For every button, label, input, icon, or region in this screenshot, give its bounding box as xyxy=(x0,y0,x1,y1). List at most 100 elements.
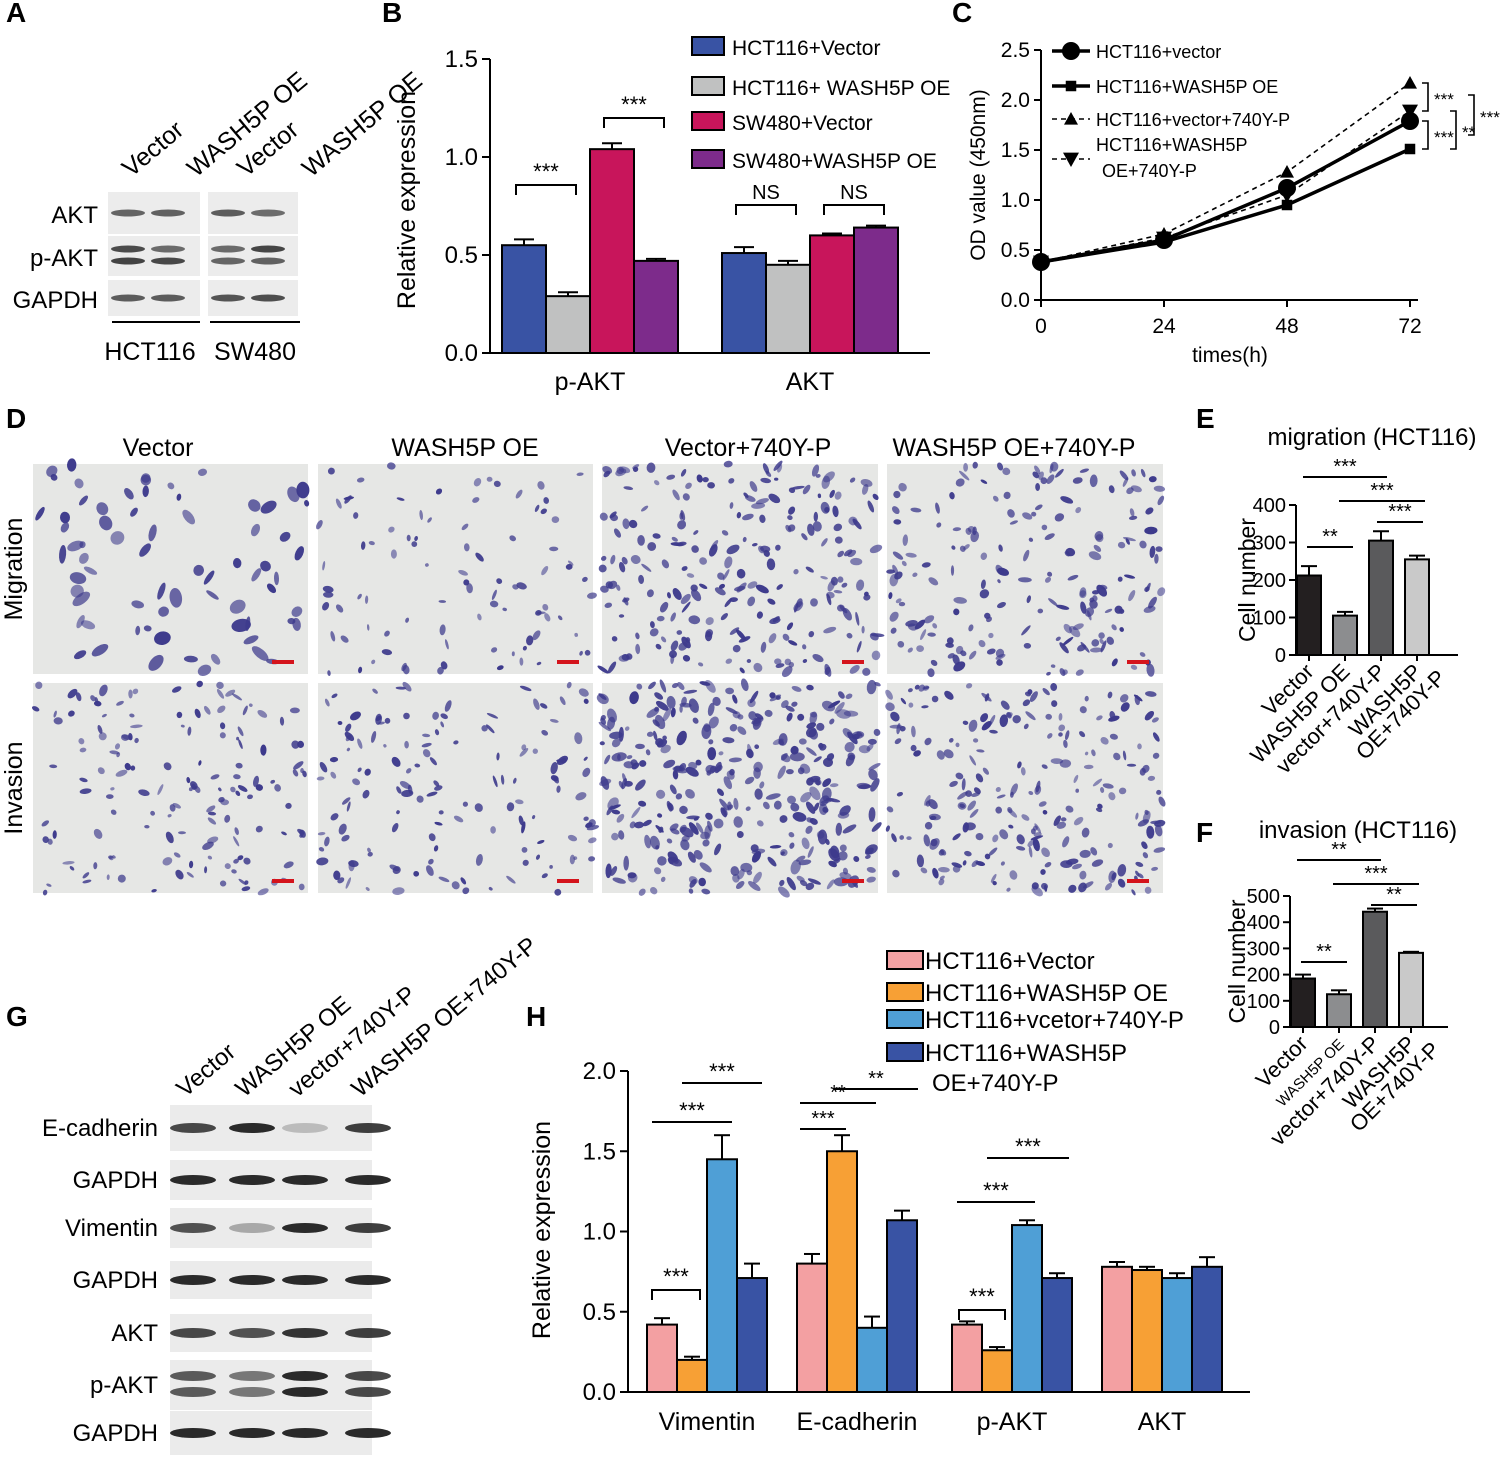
micrograph-row-label: Invasion xyxy=(0,741,28,834)
stained-cell xyxy=(925,800,931,807)
stained-cell xyxy=(588,856,596,862)
stained-cell xyxy=(323,591,334,598)
stained-cell xyxy=(805,566,814,573)
stained-cell xyxy=(742,536,747,543)
blot-strip xyxy=(170,1360,372,1410)
stained-cell xyxy=(188,860,194,869)
stained-cell xyxy=(422,733,431,738)
stained-cell xyxy=(910,744,917,752)
stained-cell xyxy=(676,630,683,635)
stained-cell xyxy=(939,848,947,856)
stained-cell xyxy=(629,691,639,705)
significance-label: *** xyxy=(1333,456,1357,478)
significance-label: *** xyxy=(621,92,647,117)
stained-cell xyxy=(769,692,776,699)
stained-cell xyxy=(754,744,760,750)
stained-cell xyxy=(969,808,979,818)
stained-cell xyxy=(535,610,542,616)
stained-cell xyxy=(809,711,817,718)
y-tick-label: 2.0 xyxy=(583,1058,616,1085)
legend-label: HCT116+vector xyxy=(1096,42,1221,62)
stained-cell xyxy=(730,866,740,876)
stained-cell xyxy=(1025,711,1036,721)
stained-cell xyxy=(421,742,432,748)
stained-cell xyxy=(461,523,469,531)
stained-cell xyxy=(654,480,660,486)
stained-cell xyxy=(611,832,619,841)
stained-cell xyxy=(1068,625,1081,638)
stained-cell xyxy=(646,462,656,473)
stained-cell xyxy=(506,875,516,884)
protein-band xyxy=(282,1275,328,1285)
stained-cell xyxy=(519,747,529,757)
stained-cell xyxy=(1050,758,1064,765)
stained-cell xyxy=(331,693,338,699)
blot-strip xyxy=(208,236,298,276)
stained-cell xyxy=(128,689,133,699)
stained-cell xyxy=(575,792,587,801)
stained-cell xyxy=(537,839,545,845)
stained-cell xyxy=(786,876,796,891)
stained-cell xyxy=(938,878,945,886)
stained-cell xyxy=(367,847,371,853)
stained-cell xyxy=(705,629,714,638)
stained-cell xyxy=(671,682,679,689)
stained-cell xyxy=(281,831,287,836)
series-line xyxy=(1040,110,1411,263)
stained-cell xyxy=(1056,604,1070,610)
stained-cell xyxy=(466,583,473,594)
stained-cell xyxy=(747,698,756,708)
bar xyxy=(706,1158,738,1394)
stained-cell xyxy=(808,630,815,638)
stained-cell xyxy=(672,588,682,600)
micrograph-tile xyxy=(316,681,600,896)
stained-cell xyxy=(984,693,990,702)
stained-cell xyxy=(1145,691,1157,697)
micrograph-column-label: WASH5P OE xyxy=(391,434,538,462)
stained-cell xyxy=(836,709,852,719)
stained-cell xyxy=(912,572,918,578)
stained-cell xyxy=(1155,546,1163,552)
panel-letter: D xyxy=(6,403,26,434)
stained-cell xyxy=(225,689,236,697)
stained-cell xyxy=(755,713,764,720)
stained-cell xyxy=(637,535,645,546)
y-tick-label: 2.5 xyxy=(1001,39,1030,62)
stained-cell xyxy=(997,579,1001,584)
stained-cell xyxy=(650,887,658,895)
stained-cell xyxy=(952,833,961,841)
y-tick-label: 100 xyxy=(1253,608,1286,630)
stained-cell xyxy=(742,513,754,521)
triangle-up-marker xyxy=(1064,112,1078,125)
stained-cell xyxy=(202,841,214,850)
stained-cell xyxy=(1130,664,1138,670)
stained-cell xyxy=(787,795,796,804)
stained-cell xyxy=(800,792,812,803)
stained-cell xyxy=(900,697,907,705)
stained-cell xyxy=(396,786,402,794)
stained-cell xyxy=(663,759,676,769)
stained-cell xyxy=(204,866,208,874)
stained-cell xyxy=(670,612,676,622)
stained-cell xyxy=(725,687,734,695)
stained-cell xyxy=(679,705,683,713)
stained-cell xyxy=(207,855,213,860)
stained-cell xyxy=(709,765,717,773)
stained-cell xyxy=(798,859,812,866)
stained-cell xyxy=(1080,601,1087,614)
stained-cell xyxy=(1100,787,1105,793)
stained-cell xyxy=(1079,590,1087,599)
stained-cell xyxy=(688,698,699,713)
significance-label: *** xyxy=(709,1059,735,1084)
stained-cell xyxy=(686,573,695,578)
stained-cell xyxy=(1059,642,1069,654)
stained-cell xyxy=(230,786,236,793)
stained-cell xyxy=(173,852,181,858)
stained-cell xyxy=(489,600,499,608)
stained-cell xyxy=(936,750,945,760)
stained-cell xyxy=(588,837,597,844)
stained-cell xyxy=(231,693,243,701)
significance-label: NS xyxy=(840,182,868,204)
significance-bracket xyxy=(1450,110,1457,150)
legend-label: SW480+Vector xyxy=(732,112,873,135)
